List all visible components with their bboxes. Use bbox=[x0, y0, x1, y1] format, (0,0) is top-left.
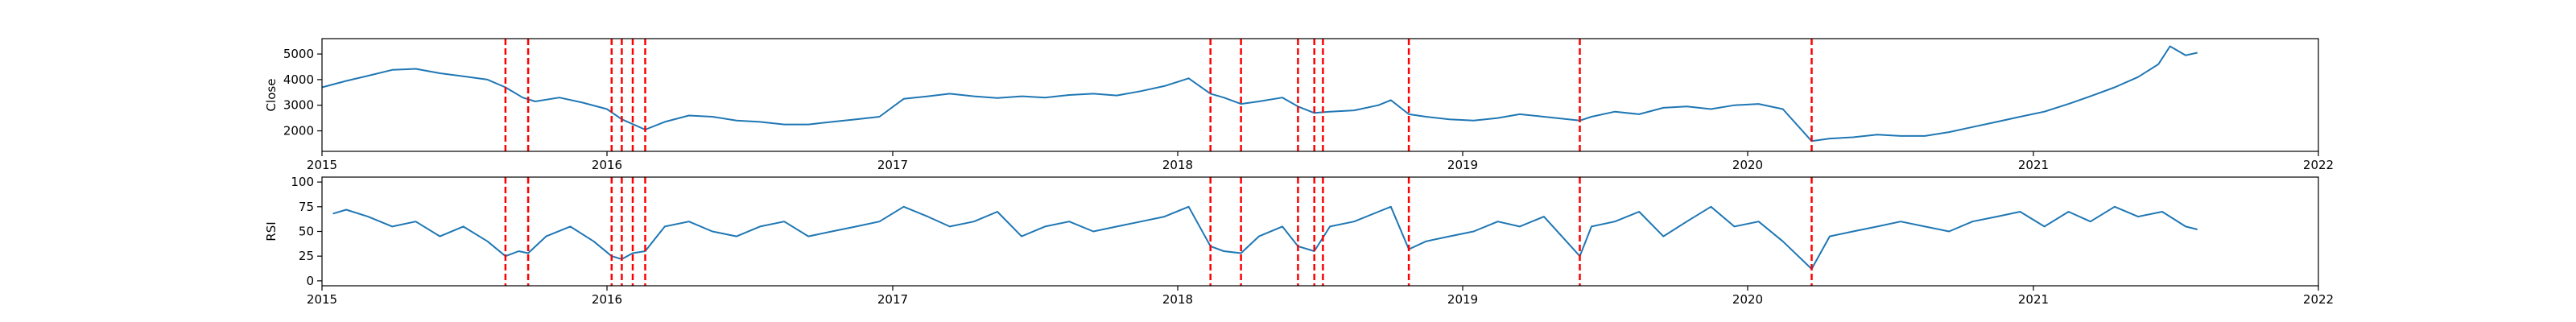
x-tick-label: 2021 bbox=[2018, 292, 2049, 307]
x-tick-label: 2016 bbox=[592, 292, 622, 307]
x-tick-label: 2020 bbox=[1732, 292, 1763, 307]
y-tick-label: 25 bbox=[299, 249, 314, 263]
y-axis-label: Close bbox=[264, 79, 279, 112]
x-tick-label: 2019 bbox=[1447, 158, 1478, 172]
x-tick-label: 2017 bbox=[877, 292, 908, 307]
x-tick-label: 2019 bbox=[1447, 292, 1478, 307]
series-line bbox=[321, 45, 2198, 142]
x-tick-label: 2015 bbox=[307, 158, 337, 172]
chart-panel-close: 2015 2016 2017 2018 2019 2020 2021 2022 2000 3000… bbox=[264, 38, 2334, 172]
x-tick-label: 2022 bbox=[2303, 292, 2334, 307]
chart-panel-rsi: 2015 2016 2017 2018 2019 2020 2021 2022 0 25 50 75 1… bbox=[264, 175, 2334, 307]
x-tick-label: 2021 bbox=[2018, 158, 2049, 172]
y-tick-label: 4000 bbox=[283, 72, 314, 87]
y-tick-label: 50 bbox=[299, 225, 314, 239]
y-tick-label: 0 bbox=[306, 274, 314, 288]
plot-frame bbox=[321, 38, 2319, 152]
y-tick-label: 2000 bbox=[283, 124, 314, 138]
y-tick-label: 100 bbox=[291, 175, 314, 189]
series-line bbox=[332, 205, 2198, 270]
x-tick-label: 2020 bbox=[1732, 158, 1763, 172]
y-tick-label: 3000 bbox=[283, 98, 314, 113]
x-tick-label: 2015 bbox=[307, 292, 337, 307]
x-tick-label: 2016 bbox=[592, 158, 622, 172]
y-tick-label: 75 bbox=[299, 200, 314, 214]
y-tick-label: 5000 bbox=[283, 47, 314, 61]
x-tick-label: 2018 bbox=[1162, 292, 1193, 307]
x-tick-label: 2017 bbox=[877, 158, 908, 172]
x-tick-label: 2022 bbox=[2303, 158, 2334, 172]
x-tick-label: 2018 bbox=[1162, 158, 1193, 172]
y-axis-label: RSI bbox=[264, 221, 279, 241]
